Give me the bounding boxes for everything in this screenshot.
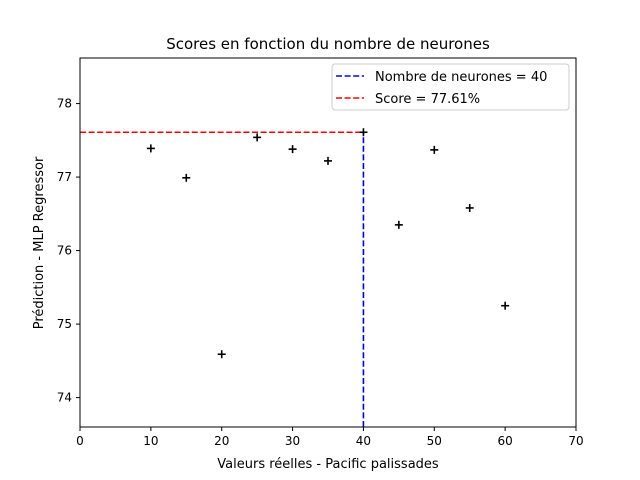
y-tick-label: 75 <box>57 317 72 331</box>
x-tick-label: 40 <box>356 434 371 448</box>
data-point <box>394 220 403 229</box>
legend-box <box>331 63 570 111</box>
y-tick-label: 78 <box>57 97 72 111</box>
plot-area: 0 10 20 30 40 50 60 70 74 75 76 77 78 <box>57 57 584 448</box>
data-point <box>465 203 474 212</box>
data-point <box>288 145 297 154</box>
y-tick-label: 77 <box>57 170 72 184</box>
y-axis-label: Prédiction - MLP Regressor <box>32 156 47 329</box>
x-tick-label: 10 <box>143 434 158 448</box>
axes-frame <box>79 57 577 428</box>
x-tick-label: 20 <box>214 434 229 448</box>
y-tick-label: 74 <box>57 391 72 405</box>
x-tick-label: 30 <box>285 434 300 448</box>
x-tick-label: 60 <box>498 434 513 448</box>
x-axis-label: Valeurs réelles - Pacific palissades <box>217 457 439 472</box>
legend-entry-label: Nombre de neurones = 40 <box>375 70 547 85</box>
y-tick-label: 76 <box>57 244 72 258</box>
data-point <box>324 156 332 165</box>
x-tick-label: 70 <box>568 434 583 448</box>
data-point <box>359 128 368 137</box>
x-tick-label: 50 <box>427 434 442 448</box>
data-point <box>501 301 510 310</box>
data-point <box>182 173 191 182</box>
legend-entry-label: Score = 77.61% <box>375 92 480 107</box>
x-tick-label: 0 <box>76 434 84 448</box>
legend: Nombre de neurones = 40 Score = 77.61% <box>331 63 570 111</box>
data-point <box>146 144 155 153</box>
data-point <box>253 133 262 142</box>
data-point <box>217 350 226 359</box>
chart-title: Scores en fonction du nombre de neurones <box>166 35 490 53</box>
data-point <box>430 145 439 154</box>
